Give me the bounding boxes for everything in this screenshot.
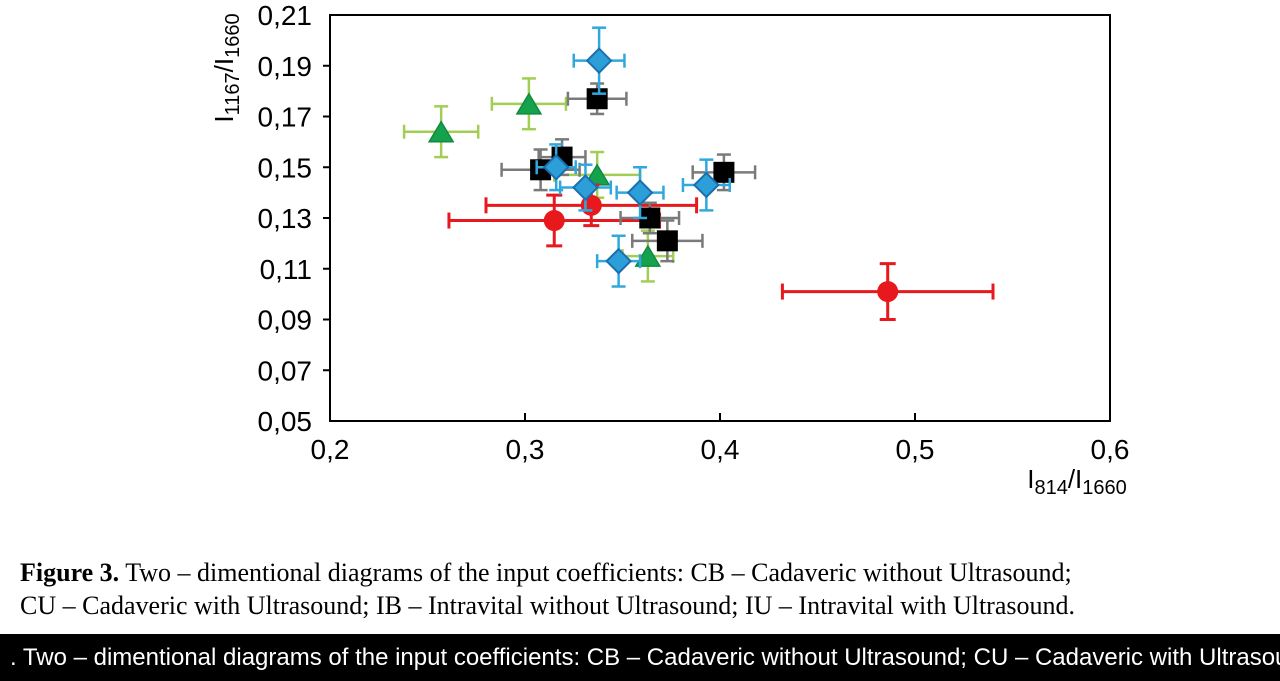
x-tick-label: 0,2 xyxy=(311,434,350,465)
blue-diamonds-marker xyxy=(605,247,633,275)
x-axis-title-base1: I xyxy=(1027,463,1035,494)
black-squares-marker xyxy=(713,161,735,183)
black-squares-marker xyxy=(586,88,608,110)
y-axis-title: I1167/I1660 xyxy=(209,13,245,122)
status-bar-text: . Two – dimentional diagrams of the inpu… xyxy=(10,644,1280,671)
caption-text-2: CU – Cadaveric with Ultrasound; IB – Int… xyxy=(20,591,1075,620)
y-axis-title-base2: /I xyxy=(208,57,239,73)
y-axis-title-sub1: 1167 xyxy=(222,72,245,116)
blue-diamonds-marker xyxy=(542,153,570,181)
y-tick-label: 0,11 xyxy=(260,254,312,285)
blue-diamonds-marker xyxy=(692,171,720,199)
y-tick-label: 0,21 xyxy=(258,0,313,31)
y-axis-title-base1: I xyxy=(208,115,239,123)
scatter-plot-svg: 0,2 0,3 0,4 0,5 0,6 0,05 0,07 0,09 0,11 0,13 0,15 0… xyxy=(258,0,1130,465)
x-axis-title-sub1: 814 xyxy=(1034,477,1068,500)
y-tick-label: 0,15 xyxy=(258,152,313,183)
blue-diamonds-marker xyxy=(572,174,599,201)
x-axis-title-base2: /I xyxy=(1067,463,1083,494)
red-circles-marker xyxy=(877,281,899,303)
plot-border xyxy=(329,14,1111,422)
figure-chart: 0,2 0,3 0,4 0,5 0,6 0,05 0,07 0,09 0,11 0,13 0,15 0… xyxy=(209,0,1130,500)
caption-line-2: CU – Cadaveric with Ultrasound; IB – Int… xyxy=(20,589,1268,622)
black-squares-marker xyxy=(639,207,661,229)
y-tick-label: 0,13 xyxy=(258,203,313,234)
caption-line-1: Figure 3. Two – dimentional diagrams of … xyxy=(20,556,1268,589)
x-tick-label: 0,3 xyxy=(506,434,545,465)
blue-diamonds-marker xyxy=(626,179,654,207)
y-tick-label: 0,09 xyxy=(258,305,313,336)
green-triangles-marker xyxy=(634,244,662,267)
caption-label: Figure 3. xyxy=(20,558,120,587)
black-squares-marker xyxy=(656,230,678,252)
red-circles-marker xyxy=(543,210,565,232)
caption-text-1: Two – dimentional diagrams of the input … xyxy=(119,558,1072,587)
figure-caption: Figure 3. Two – dimentional diagrams of … xyxy=(20,556,1268,622)
y-tick-label: 0,17 xyxy=(258,102,313,133)
y-axis-title-sub2: 1660 xyxy=(222,13,245,58)
green-triangles-marker xyxy=(427,120,455,143)
green-triangles-marker xyxy=(515,92,543,115)
blue-diamonds-marker xyxy=(585,47,613,75)
y-tick-label: 0,19 xyxy=(258,51,313,82)
x-tick-label: 0,4 xyxy=(701,434,740,465)
y-tick-label: 0,05 xyxy=(258,406,313,437)
x-axis-title: I814/I1660 xyxy=(1027,464,1127,500)
status-bar: . Two – dimentional diagrams of the inpu… xyxy=(0,634,1280,681)
y-tick-label: 0,07 xyxy=(258,355,313,386)
x-tick-label: 0,6 xyxy=(1091,434,1130,465)
x-axis-title-sub2: 1660 xyxy=(1082,477,1127,500)
x-tick-label: 0,5 xyxy=(896,434,935,465)
